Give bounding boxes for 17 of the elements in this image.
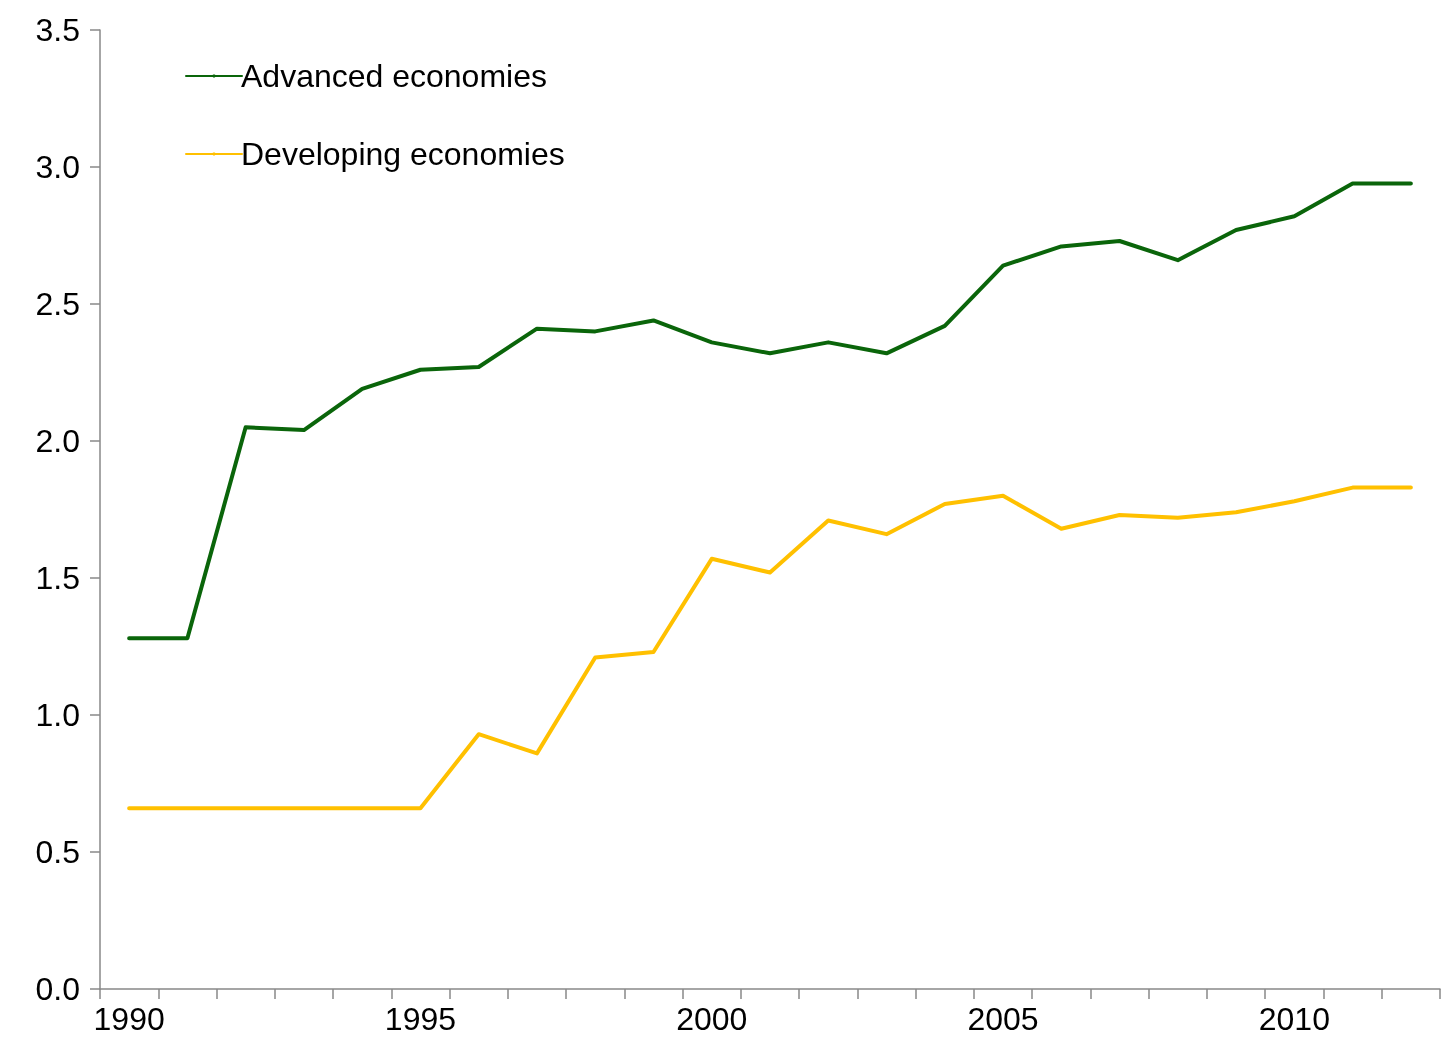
- line-series: [127, 181, 1413, 641]
- legend-label: Advanced economies: [241, 58, 547, 94]
- legend-label: Developing economies: [241, 136, 565, 172]
- y-tick-label: 3.0: [35, 149, 80, 185]
- y-tick-label: 1.5: [35, 560, 80, 596]
- y-tick-label: 2.5: [35, 286, 80, 322]
- line-series: [127, 485, 1413, 811]
- y-tick-label: 3.5: [35, 12, 80, 48]
- x-tick-label: 1995: [384, 1001, 457, 1037]
- x-tick-label: 1990: [93, 1001, 165, 1037]
- y-tick-label: 0.0: [35, 971, 80, 1007]
- y-tick-label: 0.5: [35, 834, 80, 870]
- y-tick-label: 1.0: [35, 697, 80, 733]
- x-tick-label: 2010: [1258, 1001, 1330, 1037]
- x-tick-label: 2005: [967, 1001, 1039, 1037]
- y-tick-label: 2.0: [35, 423, 80, 459]
- x-tick-label: 2000: [676, 1001, 748, 1037]
